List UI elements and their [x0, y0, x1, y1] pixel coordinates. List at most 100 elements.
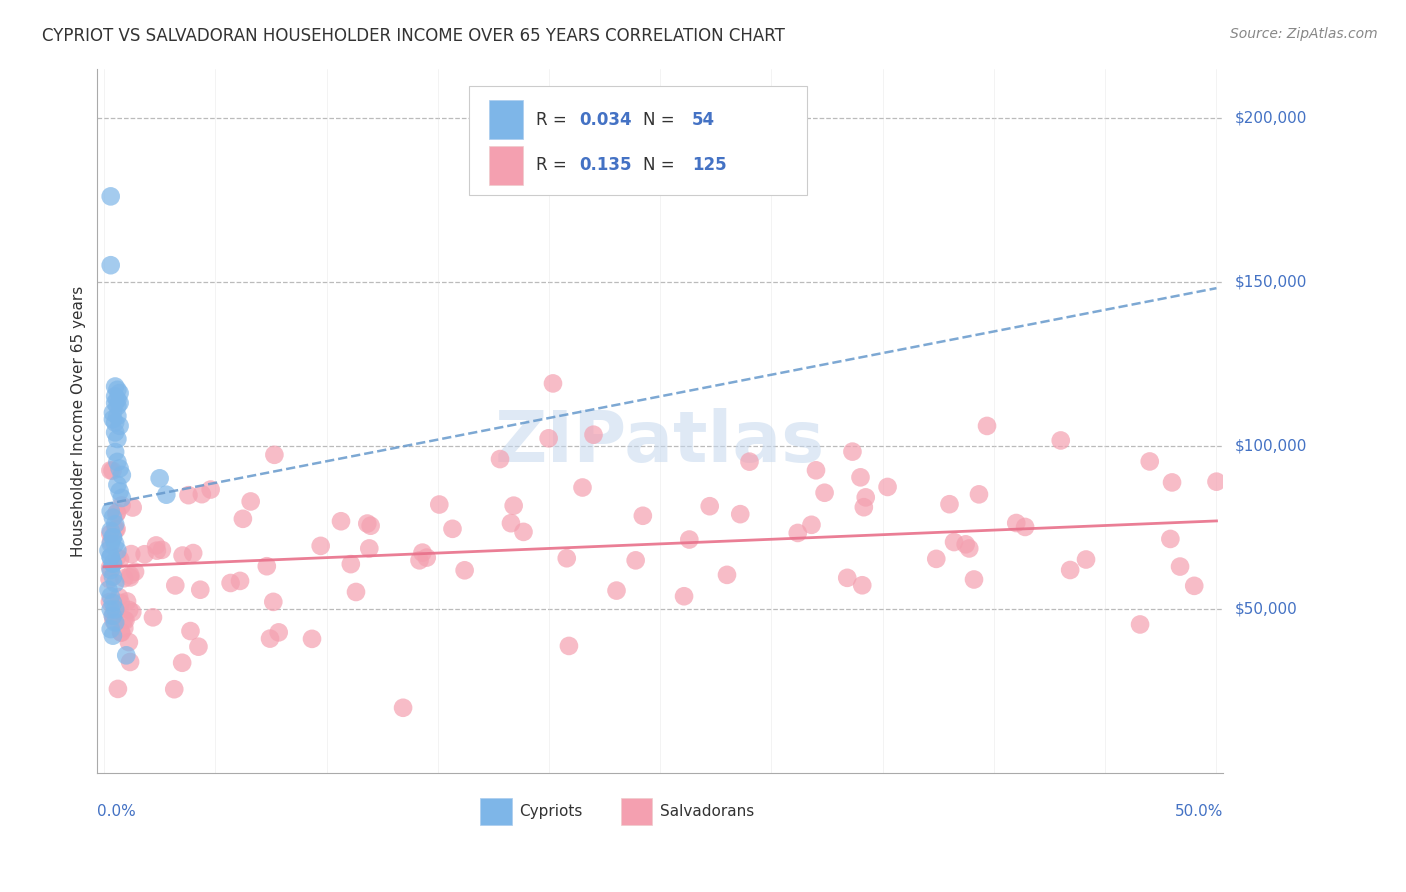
Point — [101, 510, 124, 524]
Point — [104, 425, 127, 440]
Point — [200, 483, 222, 497]
Point — [957, 541, 980, 556]
Point — [301, 632, 323, 646]
Text: R =: R = — [537, 111, 572, 128]
Point — [98, 560, 121, 574]
Point — [1168, 559, 1191, 574]
Point — [344, 585, 367, 599]
Point — [98, 572, 121, 586]
Point — [1182, 579, 1205, 593]
Point — [1014, 520, 1036, 534]
Bar — [489, 100, 523, 139]
Point — [605, 583, 627, 598]
Point — [181, 546, 204, 560]
Text: $150,000: $150,000 — [1234, 274, 1306, 289]
Point — [851, 578, 873, 592]
Point — [105, 455, 128, 469]
Point — [98, 527, 121, 541]
Point — [716, 567, 738, 582]
Point — [100, 524, 122, 538]
Point — [101, 412, 124, 426]
Point — [114, 613, 136, 627]
Bar — [479, 798, 512, 825]
Point — [110, 499, 132, 513]
Point — [191, 487, 214, 501]
Point — [555, 551, 578, 566]
Point — [101, 596, 124, 610]
Text: Source: ZipAtlas.com: Source: ZipAtlas.com — [1230, 27, 1378, 41]
Point — [360, 518, 382, 533]
Point — [100, 590, 122, 604]
Text: $100,000: $100,000 — [1234, 438, 1306, 453]
Point — [100, 602, 122, 616]
Point — [100, 563, 122, 577]
Bar — [489, 146, 523, 185]
Point — [359, 541, 381, 556]
Point — [108, 386, 131, 401]
Point — [837, 571, 859, 585]
Point — [163, 682, 186, 697]
Point — [108, 552, 131, 566]
Point — [112, 571, 135, 585]
Point — [110, 625, 132, 640]
Point — [97, 543, 120, 558]
Point — [499, 516, 522, 531]
Point — [105, 409, 128, 423]
Text: 0.034: 0.034 — [579, 111, 631, 128]
Text: 50.0%: 50.0% — [1175, 804, 1223, 819]
Point — [100, 189, 122, 203]
Point — [100, 549, 122, 564]
Point — [98, 595, 121, 609]
Point — [232, 512, 254, 526]
Point — [849, 470, 872, 484]
Point — [925, 552, 948, 566]
Text: N =: N = — [644, 156, 681, 175]
Point — [489, 452, 512, 467]
Point — [165, 578, 187, 592]
Point — [179, 624, 201, 638]
Point — [105, 392, 128, 407]
Point — [356, 516, 378, 531]
Text: Cypriots: Cypriots — [520, 804, 583, 819]
Point — [219, 576, 242, 591]
Text: N =: N = — [644, 111, 681, 128]
Text: $50,000: $50,000 — [1234, 602, 1296, 617]
Point — [108, 418, 131, 433]
Point — [120, 568, 142, 582]
Point — [1205, 475, 1227, 489]
Y-axis label: Householder Income Over 65 years: Householder Income Over 65 years — [72, 285, 86, 557]
Point — [104, 379, 127, 393]
Point — [172, 549, 194, 563]
Text: 0.135: 0.135 — [579, 156, 631, 175]
Point — [104, 523, 127, 537]
Point — [963, 573, 986, 587]
Point — [101, 406, 124, 420]
Point — [1049, 434, 1071, 448]
Point — [955, 537, 977, 551]
Point — [678, 533, 700, 547]
Point — [108, 590, 131, 604]
Point — [142, 610, 165, 624]
Point — [104, 445, 127, 459]
Point — [105, 522, 128, 536]
Point — [104, 416, 127, 430]
Point — [100, 622, 122, 636]
Point — [267, 625, 290, 640]
Point — [624, 553, 647, 567]
Point — [100, 535, 122, 549]
Point — [1059, 563, 1081, 577]
Point — [262, 595, 284, 609]
Point — [149, 471, 172, 485]
Text: CYPRIOT VS SALVADORAN HOUSEHOLDER INCOME OVER 65 YEARS CORRELATION CHART: CYPRIOT VS SALVADORAN HOUSEHOLDER INCOME… — [42, 27, 785, 45]
Point — [101, 629, 124, 643]
Point — [101, 557, 124, 571]
Point — [512, 524, 534, 539]
Point — [855, 491, 877, 505]
Point — [105, 543, 128, 558]
Point — [107, 681, 129, 696]
Text: 54: 54 — [692, 111, 714, 128]
Point — [800, 517, 823, 532]
Point — [340, 557, 363, 571]
Point — [256, 559, 278, 574]
Point — [263, 448, 285, 462]
